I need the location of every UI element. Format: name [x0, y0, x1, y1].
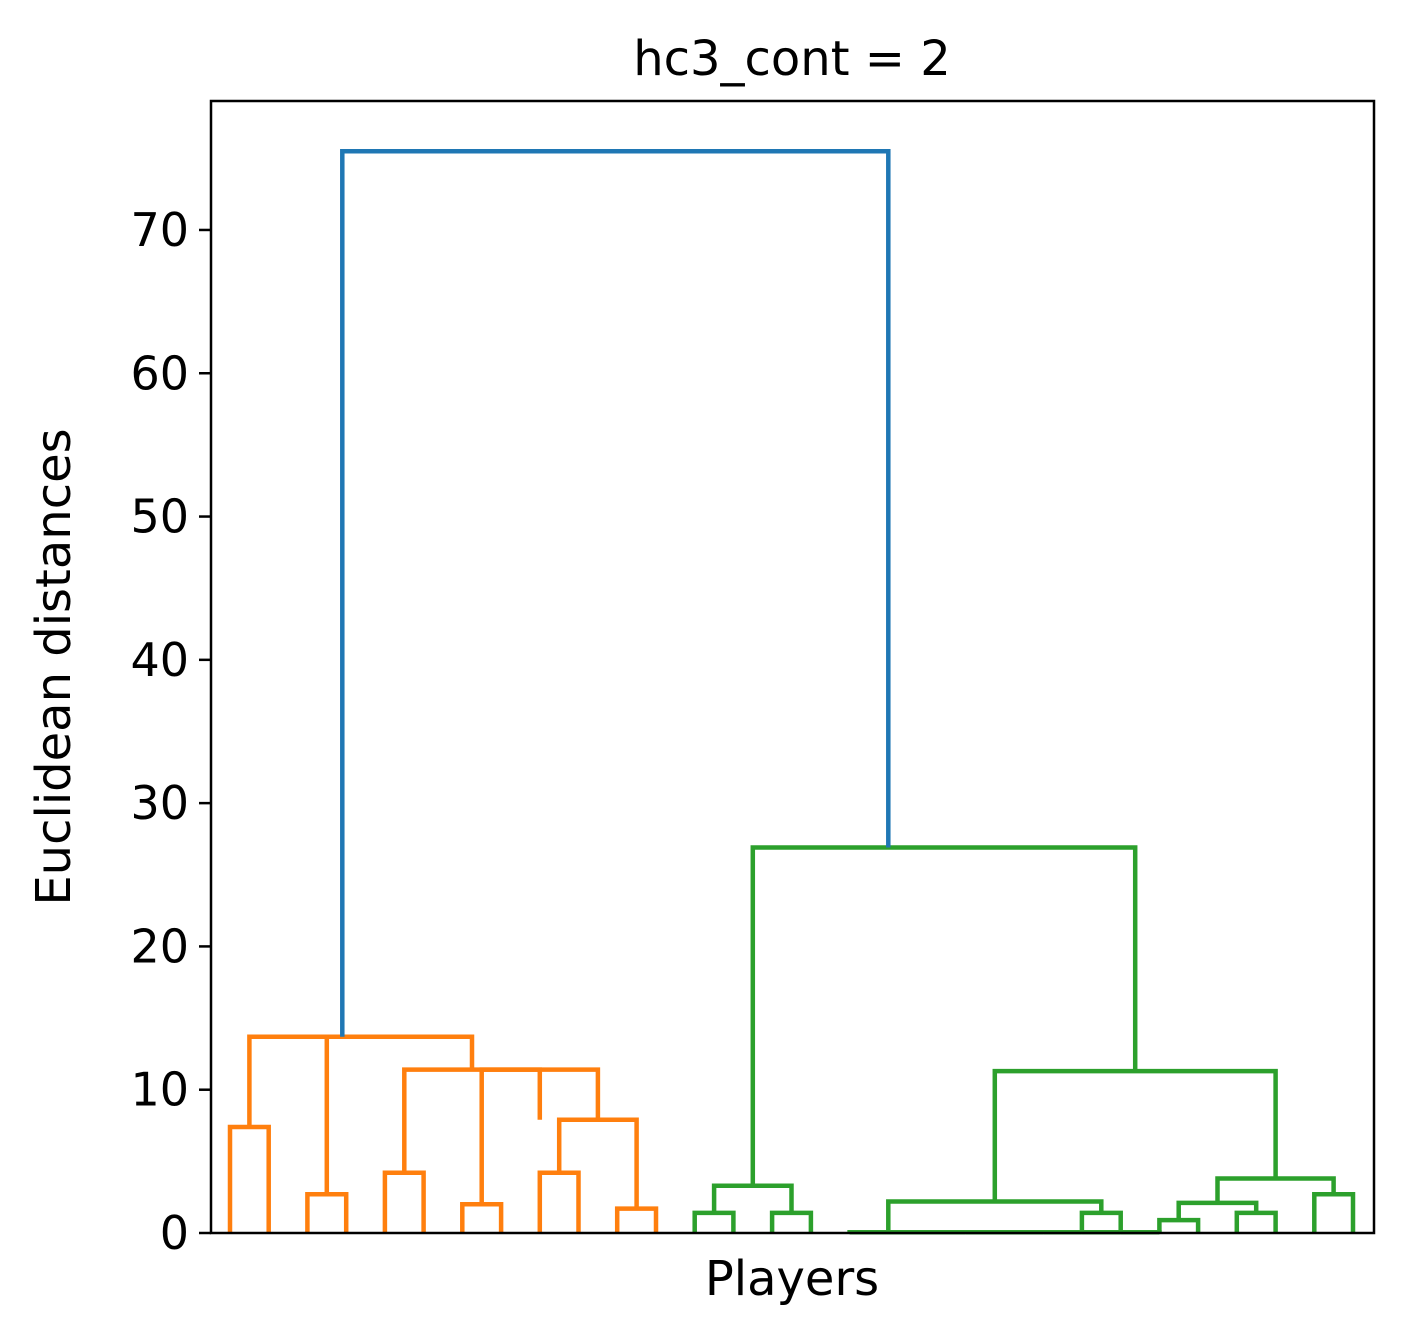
x-axis-label: Players — [705, 1251, 879, 1307]
y-tick-label: 50 — [130, 490, 189, 544]
y-tick-label: 0 — [160, 1206, 189, 1260]
y-tick-label: 20 — [130, 919, 189, 973]
dendrogram-link-3 — [247, 1034, 330, 1195]
y-tick-label: 10 — [130, 1063, 189, 1117]
y-tick-label: 60 — [130, 346, 189, 400]
dendrogram-links — [227, 148, 1356, 1235]
plot-background — [211, 101, 1374, 1233]
y-axis-ticks: 0 10 20 30 40 50 60 70 — [130, 203, 211, 1260]
chart-title: hc3_cont = 2 — [633, 31, 951, 87]
y-tick-label: 40 — [130, 633, 189, 687]
y-axis-label: Euclidean distances — [26, 428, 82, 905]
y-tick-label: 70 — [130, 203, 189, 257]
dendrogram-link-31 — [750, 845, 1138, 1186]
plot-frame — [209, 99, 1376, 1235]
y-tick-label: 30 — [130, 776, 189, 830]
dendrogram-link-11 — [288, 1034, 475, 1070]
dendrogram-link-32 — [340, 148, 891, 1037]
